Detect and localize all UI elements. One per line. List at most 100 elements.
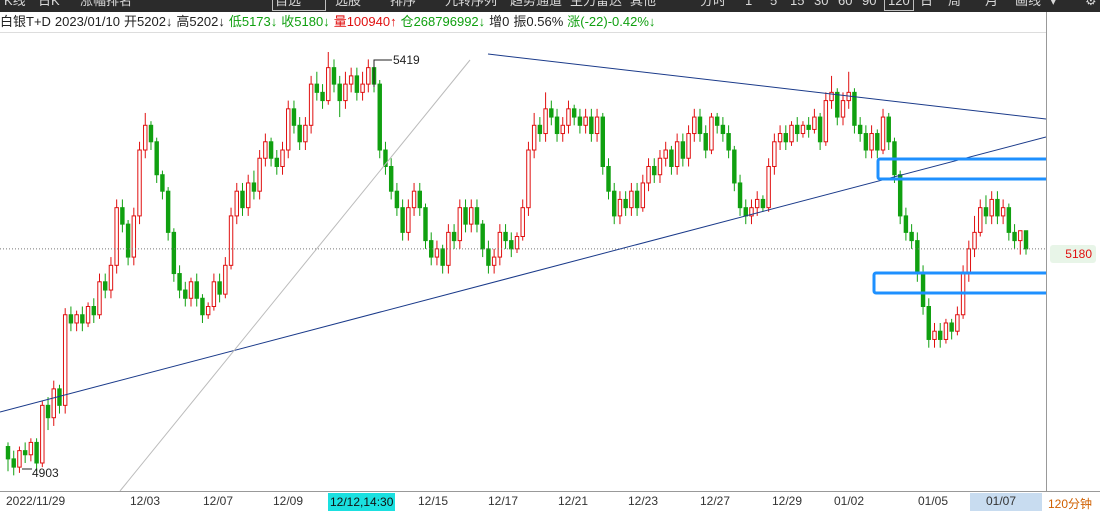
toolbar-item-daily[interactable]: 日K — [38, 0, 60, 8]
candle-body[interactable] — [406, 207, 411, 233]
candle-body[interactable] — [531, 124, 537, 151]
candle-body[interactable] — [852, 91, 857, 126]
toolbar-period-1[interactable]: 1 — [745, 0, 753, 8]
candle-body[interactable] — [120, 207, 125, 225]
candle-body[interactable] — [800, 124, 806, 135]
toolbar-item-main-radar[interactable]: 主力雷达 — [570, 0, 623, 8]
toolbar-period-30[interactable]: 30 — [814, 0, 829, 8]
candle-body[interactable] — [97, 281, 102, 316]
candle-body[interactable] — [417, 190, 422, 209]
toolbar-item-draw[interactable]: 画线 — [1015, 0, 1042, 8]
toolbar-item-nine-turn[interactable]: 九转序列 — [445, 0, 498, 8]
candle-body[interactable] — [869, 133, 874, 151]
candle-body[interactable] — [703, 133, 708, 151]
candle-body[interactable] — [320, 91, 325, 102]
candle-body[interactable] — [754, 198, 760, 209]
candle-body[interactable] — [720, 124, 726, 135]
candle-body[interactable] — [74, 314, 79, 324]
candle-body[interactable] — [583, 116, 588, 126]
candle-body[interactable] — [857, 124, 863, 135]
candle-body[interactable] — [263, 141, 268, 159]
candle-body[interactable] — [509, 240, 514, 250]
candle-body[interactable] — [972, 231, 977, 250]
candle-body[interactable] — [543, 108, 548, 135]
candle-body[interactable] — [51, 388, 56, 419]
candle-body[interactable] — [137, 149, 142, 217]
candle-body[interactable] — [303, 124, 308, 143]
candle-body[interactable] — [11, 458, 16, 468]
candle-body[interactable] — [68, 314, 74, 324]
candle-body[interactable] — [125, 223, 131, 258]
candle-body[interactable] — [652, 165, 657, 176]
toolbar-item-intraday[interactable]: 分时 — [700, 0, 727, 8]
candle-body[interactable] — [709, 116, 714, 151]
candle-body[interactable] — [62, 314, 68, 406]
candle-body[interactable] — [612, 190, 617, 217]
candle-body[interactable] — [131, 215, 137, 258]
candle-body[interactable] — [537, 124, 543, 135]
candle-body[interactable] — [674, 141, 680, 167]
candle-body[interactable] — [211, 281, 217, 308]
candle-body[interactable] — [634, 190, 640, 209]
candle-body[interactable] — [863, 133, 869, 151]
candle-body[interactable] — [966, 248, 972, 275]
candle-body[interactable] — [177, 273, 182, 291]
candle-body[interactable] — [829, 91, 834, 102]
candle-body[interactable] — [268, 141, 274, 159]
candle-body[interactable] — [354, 75, 360, 93]
candle-body[interactable] — [520, 207, 525, 237]
candle-body[interactable] — [549, 108, 554, 118]
candle-body[interactable] — [497, 231, 503, 258]
candle-body[interactable] — [955, 314, 960, 332]
candle-body[interactable] — [228, 215, 234, 266]
candle-body[interactable] — [686, 133, 691, 159]
candle-body[interactable] — [903, 215, 909, 233]
toolbar-period-90[interactable]: 90 — [862, 0, 877, 8]
candle-body[interactable] — [394, 190, 400, 209]
candle-body[interactable] — [411, 190, 417, 209]
candle-body[interactable] — [680, 141, 686, 159]
candle-body[interactable] — [280, 149, 285, 167]
candle-body[interactable] — [726, 133, 731, 151]
candle-body[interactable] — [1012, 231, 1017, 242]
candle-body[interactable] — [566, 108, 571, 126]
candle-body[interactable] — [217, 281, 222, 295]
candle-body[interactable] — [114, 207, 119, 266]
candle-body[interactable] — [291, 108, 297, 126]
candle-body[interactable] — [108, 264, 114, 291]
candle-body[interactable] — [17, 450, 22, 468]
candle-body[interactable] — [732, 149, 737, 184]
candle-body[interactable] — [909, 231, 914, 242]
candle-body[interactable] — [5, 446, 11, 460]
candle-body[interactable] — [240, 190, 245, 209]
candle-body[interactable] — [143, 124, 148, 151]
toolbar-period-60[interactable]: 60 — [838, 0, 853, 8]
toolbar-period-5[interactable]: 5 — [770, 0, 778, 8]
candle-body[interactable] — [331, 67, 337, 85]
candle-body[interactable] — [880, 116, 886, 151]
toolbar-item-screener[interactable]: 选股 — [335, 0, 362, 8]
candle-body[interactable] — [348, 75, 354, 85]
candle-body[interactable] — [743, 207, 748, 217]
candle-body[interactable] — [486, 248, 491, 266]
candle-body[interactable] — [886, 116, 891, 143]
candle-body[interactable] — [80, 314, 85, 324]
candle-body[interactable] — [257, 157, 262, 192]
candle-body[interactable] — [937, 330, 943, 340]
candle-body[interactable] — [469, 207, 474, 225]
toolbar-item-kline[interactable]: K线 — [4, 0, 26, 8]
candle-body[interactable] — [223, 264, 228, 295]
candle-body[interactable] — [823, 100, 829, 143]
candle-body[interactable] — [840, 100, 846, 118]
candle-body[interactable] — [434, 248, 440, 258]
candle-body[interactable] — [932, 330, 937, 340]
candle-body[interactable] — [160, 174, 165, 192]
toolbar-period-15[interactable]: 15 — [790, 0, 805, 8]
candle-body[interactable] — [812, 116, 817, 130]
candle-body[interactable] — [915, 240, 920, 275]
candle-body[interactable] — [297, 124, 302, 143]
candle-body[interactable] — [795, 124, 800, 135]
candle-body[interactable] — [154, 141, 159, 176]
candle-body[interactable] — [692, 116, 697, 135]
candle-body[interactable] — [91, 306, 97, 316]
